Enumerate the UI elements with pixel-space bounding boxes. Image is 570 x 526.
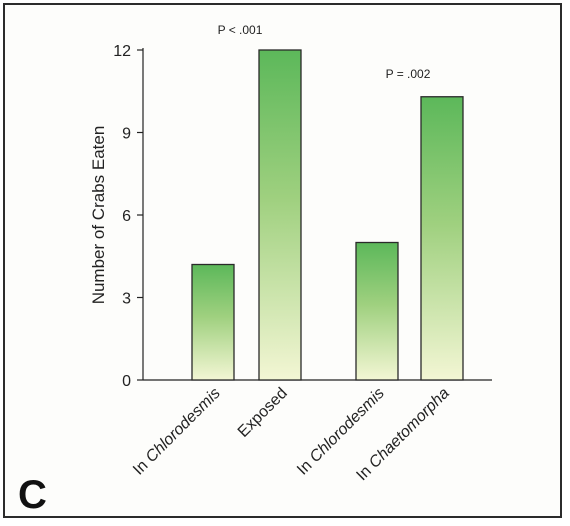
y-tick-label: 9 (122, 126, 131, 143)
p-value-annotation: P = .002 (386, 67, 431, 81)
x-tick-label: Exposed (235, 385, 291, 441)
y-axis-label: Number of Crabs Eaten (89, 126, 108, 305)
bar (258, 49, 302, 381)
bar (355, 241, 399, 381)
panel-label: C (18, 473, 47, 517)
y-tick-label: 3 (122, 291, 131, 308)
y-tick-label: 0 (122, 373, 131, 390)
x-tick-label: In Chlorodesmis (130, 385, 224, 479)
y-tick-label: 6 (122, 208, 131, 225)
bar (191, 263, 235, 381)
bar (420, 96, 464, 381)
bars (191, 49, 464, 381)
y-tick-label: 12 (113, 43, 131, 60)
p-value-annotation: P < .001 (218, 23, 263, 37)
